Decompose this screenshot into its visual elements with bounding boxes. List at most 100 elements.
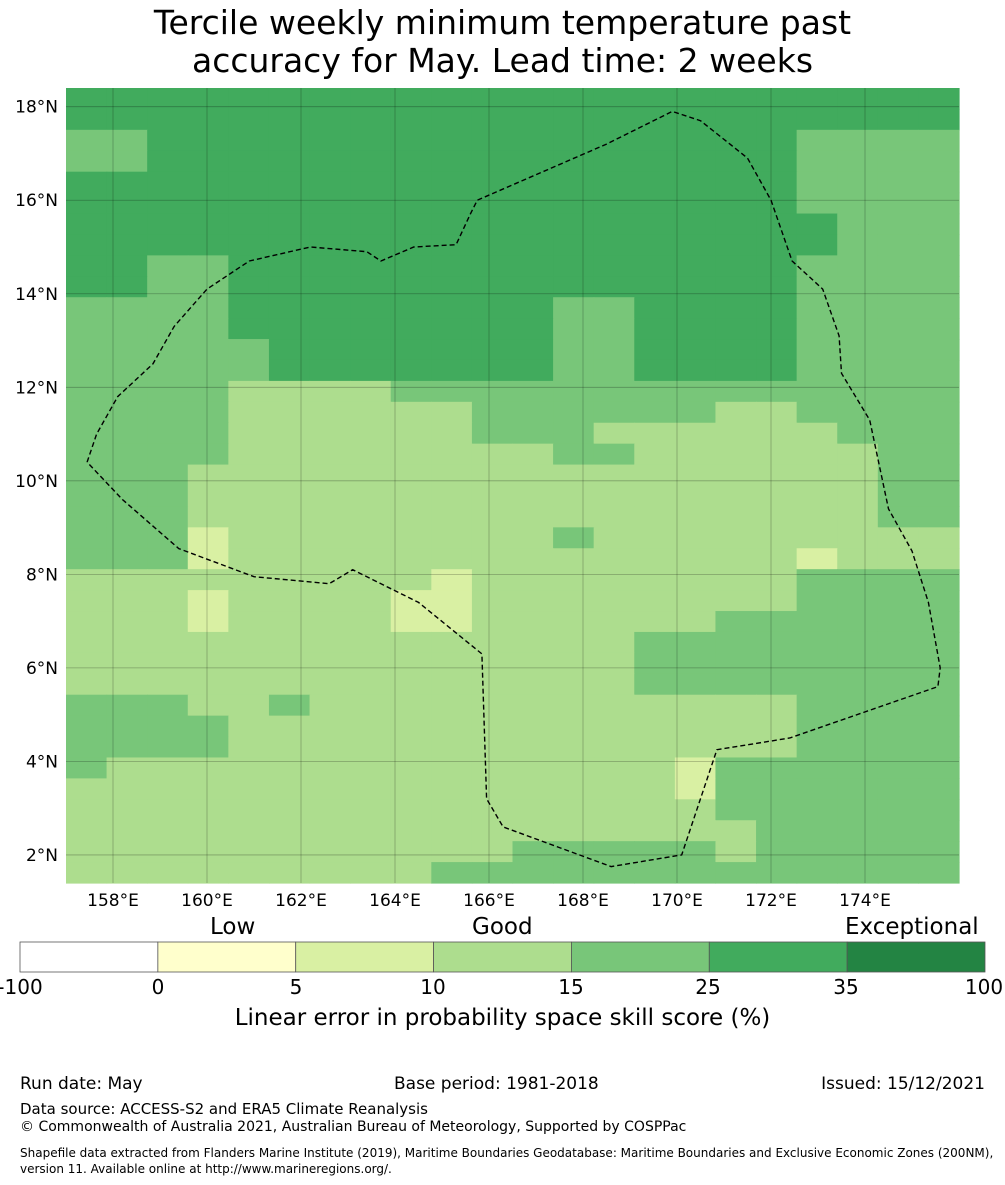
colorbar-swatch (571, 941, 710, 973)
colorbar-title: Linear error in probability space skill … (234, 1005, 771, 1031)
grid-cell (877, 485, 920, 508)
grid-cell (837, 339, 879, 361)
grid-cell (674, 841, 717, 863)
grid-cell (674, 339, 717, 361)
grid-cell (674, 359, 717, 382)
grid-cell (66, 841, 108, 863)
grid-cell (634, 255, 676, 277)
grid-cell (147, 150, 189, 173)
grid-cell (918, 694, 960, 717)
grid-cell (187, 485, 229, 508)
grid-cell (512, 171, 554, 194)
grid-cell (674, 548, 717, 570)
grid-cell (228, 464, 270, 487)
grid-cell (553, 255, 595, 277)
grid-cell (350, 464, 392, 487)
grid-cell (837, 862, 879, 884)
grid-cell (228, 213, 270, 236)
grid-cell (390, 569, 432, 591)
grid-cell (674, 255, 717, 277)
grid-cell (634, 192, 676, 215)
grid-cell (715, 401, 757, 424)
grid-cell (147, 673, 189, 696)
grid-cell (268, 506, 311, 528)
longitude-tick-label: 166°E (463, 891, 515, 911)
grid-cell (471, 464, 514, 487)
grid-cell (187, 380, 229, 403)
grid-cell (147, 443, 189, 466)
grid-cell (471, 506, 514, 528)
grid-cell (390, 841, 432, 863)
grid-cell (228, 443, 270, 466)
grid-cell (674, 129, 717, 152)
grid-cell (106, 255, 148, 277)
grid-cell (268, 401, 311, 424)
grid-cell (309, 129, 351, 152)
grid-cell (390, 213, 432, 236)
grid-cell (309, 108, 351, 131)
grid-cell (187, 401, 229, 424)
grid-cell (796, 255, 838, 277)
grid-cell (228, 736, 270, 759)
grid-cell (66, 715, 108, 738)
grid-cell (147, 820, 189, 842)
grid-cell (918, 150, 960, 173)
grid-cell (756, 799, 798, 821)
grid-cell (796, 652, 838, 675)
grid-cell (350, 652, 392, 675)
grid-cell (390, 611, 432, 633)
grid-cell (837, 297, 879, 319)
grid-cell (756, 841, 798, 863)
grid-cell (268, 318, 311, 340)
grid-cell (634, 778, 676, 800)
grid-cell (228, 778, 270, 800)
grid-cell (512, 359, 554, 382)
grid-cell (715, 673, 757, 696)
grid-cell (309, 401, 351, 424)
grid-cell (431, 485, 473, 508)
grid-cell (593, 380, 635, 403)
grid-cell (66, 359, 108, 382)
grid-cell (228, 359, 270, 382)
base-period: Base period: 1981-2018 (394, 1074, 599, 1094)
grid-cell (837, 694, 879, 717)
grid-cell (674, 443, 717, 466)
grid-cell (106, 401, 148, 424)
grid-cell (593, 359, 635, 382)
grid-cell (309, 631, 351, 654)
grid-cell (390, 694, 432, 717)
grid-cell (431, 506, 473, 528)
grid-cell (390, 339, 432, 361)
grid-cell (309, 673, 351, 696)
grid-cell (147, 297, 189, 319)
grid-cell (877, 506, 920, 528)
grid-cell (147, 255, 189, 277)
grid-cell (228, 88, 270, 110)
grid-cell (674, 464, 717, 487)
grid-cell (715, 318, 757, 340)
grid-cell (268, 715, 311, 738)
grid-cell (877, 150, 920, 173)
grid-cell (512, 820, 554, 842)
grid-cell (309, 150, 351, 173)
grid-cell (715, 841, 757, 863)
grid-cell (796, 611, 838, 633)
grid-cell (715, 569, 757, 591)
grid-cell (66, 506, 108, 528)
grid-cell (147, 129, 189, 152)
grid-cell (715, 129, 757, 152)
grid-cell (593, 799, 635, 821)
grid-cell (390, 862, 432, 884)
grid-cell (268, 234, 311, 256)
grid-cell (390, 590, 432, 612)
grid-cell (147, 590, 189, 612)
grid-cell (187, 318, 229, 340)
grid-cell (553, 736, 595, 759)
grid-cell (796, 443, 838, 466)
grid-cell (674, 673, 717, 696)
grid-cell (918, 422, 960, 445)
colorbar-swatch (846, 941, 986, 973)
grid-cell (877, 422, 920, 445)
grid-cell (756, 339, 798, 361)
grid-cell (147, 631, 189, 654)
